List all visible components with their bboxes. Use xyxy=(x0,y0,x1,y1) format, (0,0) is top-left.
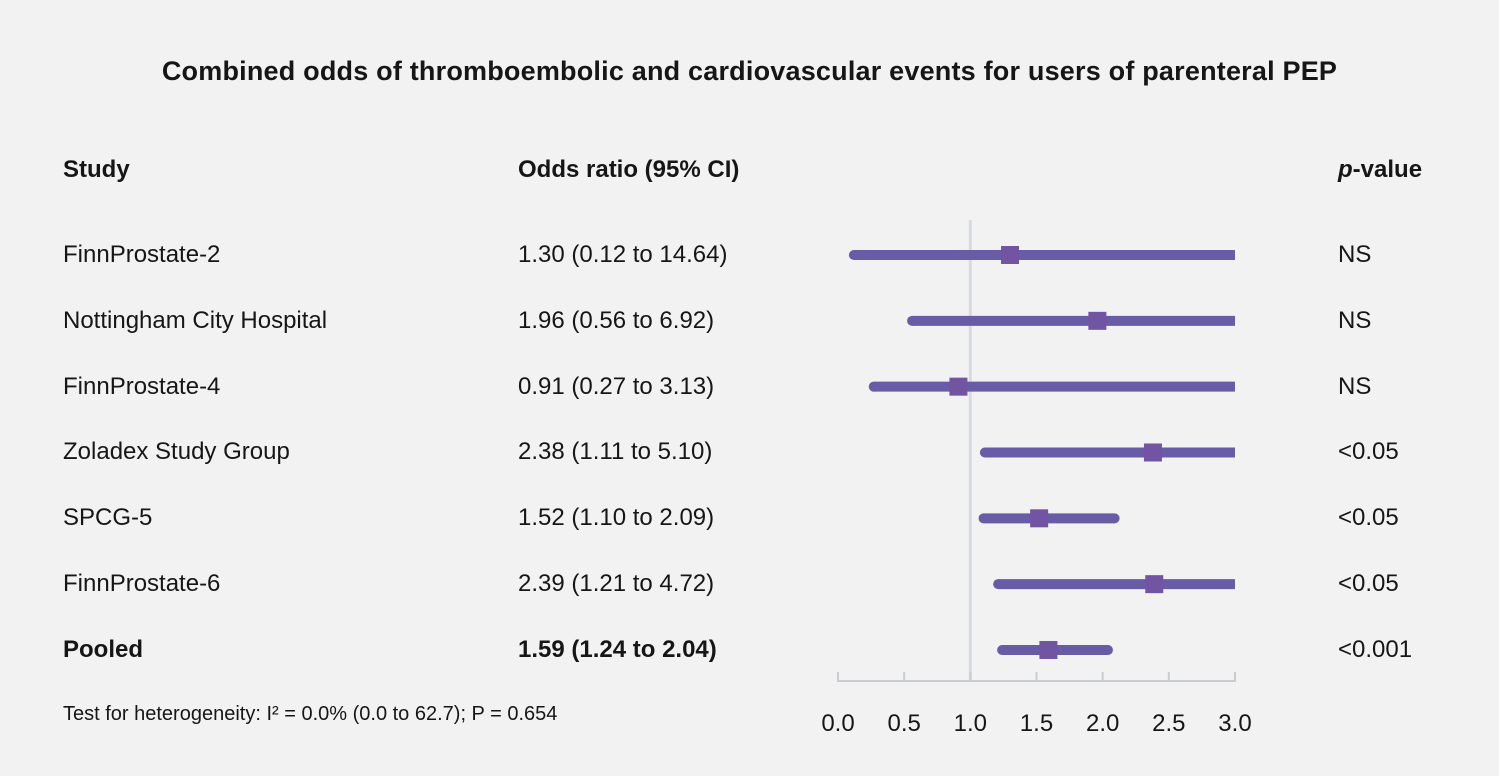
ci-line-right-cap xyxy=(1109,513,1120,524)
x-axis-tick-label: 0.0 xyxy=(821,710,854,737)
ci-line-left-cap xyxy=(907,315,918,326)
odds-ratio-ci-label: 1.96 (0.56 to 6.92) xyxy=(518,306,715,334)
odds-ratio-ci-label: 1.59 (1.24 to 2.04) xyxy=(518,635,717,663)
p-value-label: <0.05 xyxy=(1338,504,1399,532)
x-axis-tick-label: 3.0 xyxy=(1218,710,1251,737)
column-header-odds-ratio: Odds ratio (95% CI) xyxy=(518,156,740,183)
x-axis-tick-label: 2.5 xyxy=(1152,710,1185,737)
odds-ratio-marker xyxy=(1030,509,1049,528)
study-name-label: FinnProstate-4 xyxy=(63,372,221,400)
odds-ratio-ci-label: 2.39 (1.21 to 4.72) xyxy=(518,570,715,598)
ci-line-left-cap xyxy=(993,579,1004,590)
odds-ratio-ci-label: 1.30 (0.12 to 14.64) xyxy=(518,241,728,268)
study-name-label: Zoladex Study Group xyxy=(63,438,290,466)
odds-ratio-marker xyxy=(1088,311,1107,330)
x-axis-tick-label: 2.0 xyxy=(1086,710,1119,737)
odds-ratio-marker xyxy=(1039,640,1058,659)
x-axis-tick-label: 1.5 xyxy=(1020,710,1053,737)
odds-ratio-marker xyxy=(1145,575,1164,594)
ci-line-left-cap xyxy=(978,513,989,524)
x-axis-tick-label: 1.0 xyxy=(954,710,987,737)
ci-line-left-cap xyxy=(868,381,879,392)
odds-ratio-marker xyxy=(1143,443,1162,462)
column-header-study: Study xyxy=(63,156,130,183)
ci-line-left-cap xyxy=(979,447,990,458)
odds-ratio-ci-label: 1.52 (1.10 to 2.09) xyxy=(518,504,715,532)
p-value-label: <0.05 xyxy=(1338,570,1399,598)
p-value-header-italic-part: p xyxy=(1338,156,1353,183)
p-value-label: NS xyxy=(1338,306,1372,334)
column-header-p-value: p-value xyxy=(1338,156,1422,184)
ci-line-right-cap xyxy=(1102,644,1113,655)
study-name-label: Nottingham City Hospital xyxy=(63,306,328,334)
ci-line-left-cap xyxy=(997,644,1008,655)
odds-ratio-marker xyxy=(1001,246,1020,264)
figure-title: Combined odds of thromboembolic and card… xyxy=(161,56,1338,86)
odds-ratio-marker xyxy=(949,377,968,396)
p-value-header-rest-part: -value xyxy=(1352,156,1423,183)
study-name-label: FinnProstate-2 xyxy=(63,241,221,268)
study-name-label: FinnProstate-6 xyxy=(63,570,221,598)
odds-ratio-ci-label: 0.91 (0.27 to 3.13) xyxy=(518,372,715,400)
odds-ratio-ci-label: 2.38 (1.11 to 5.10) xyxy=(518,438,713,466)
x-axis-tick-label: 0.5 xyxy=(887,710,920,737)
heterogeneity-footnote: Test for heterogeneity: I² = 0.0% (0.0 t… xyxy=(63,703,558,725)
study-name-label: SPCG-5 xyxy=(63,504,153,532)
p-value-label: <0.001 xyxy=(1338,635,1413,663)
p-value-label: NS xyxy=(1338,372,1372,400)
ci-line-left-cap xyxy=(848,250,859,260)
p-value-label: <0.05 xyxy=(1338,438,1399,466)
p-value-label: NS xyxy=(1338,241,1372,268)
study-name-label: Pooled xyxy=(63,635,144,663)
